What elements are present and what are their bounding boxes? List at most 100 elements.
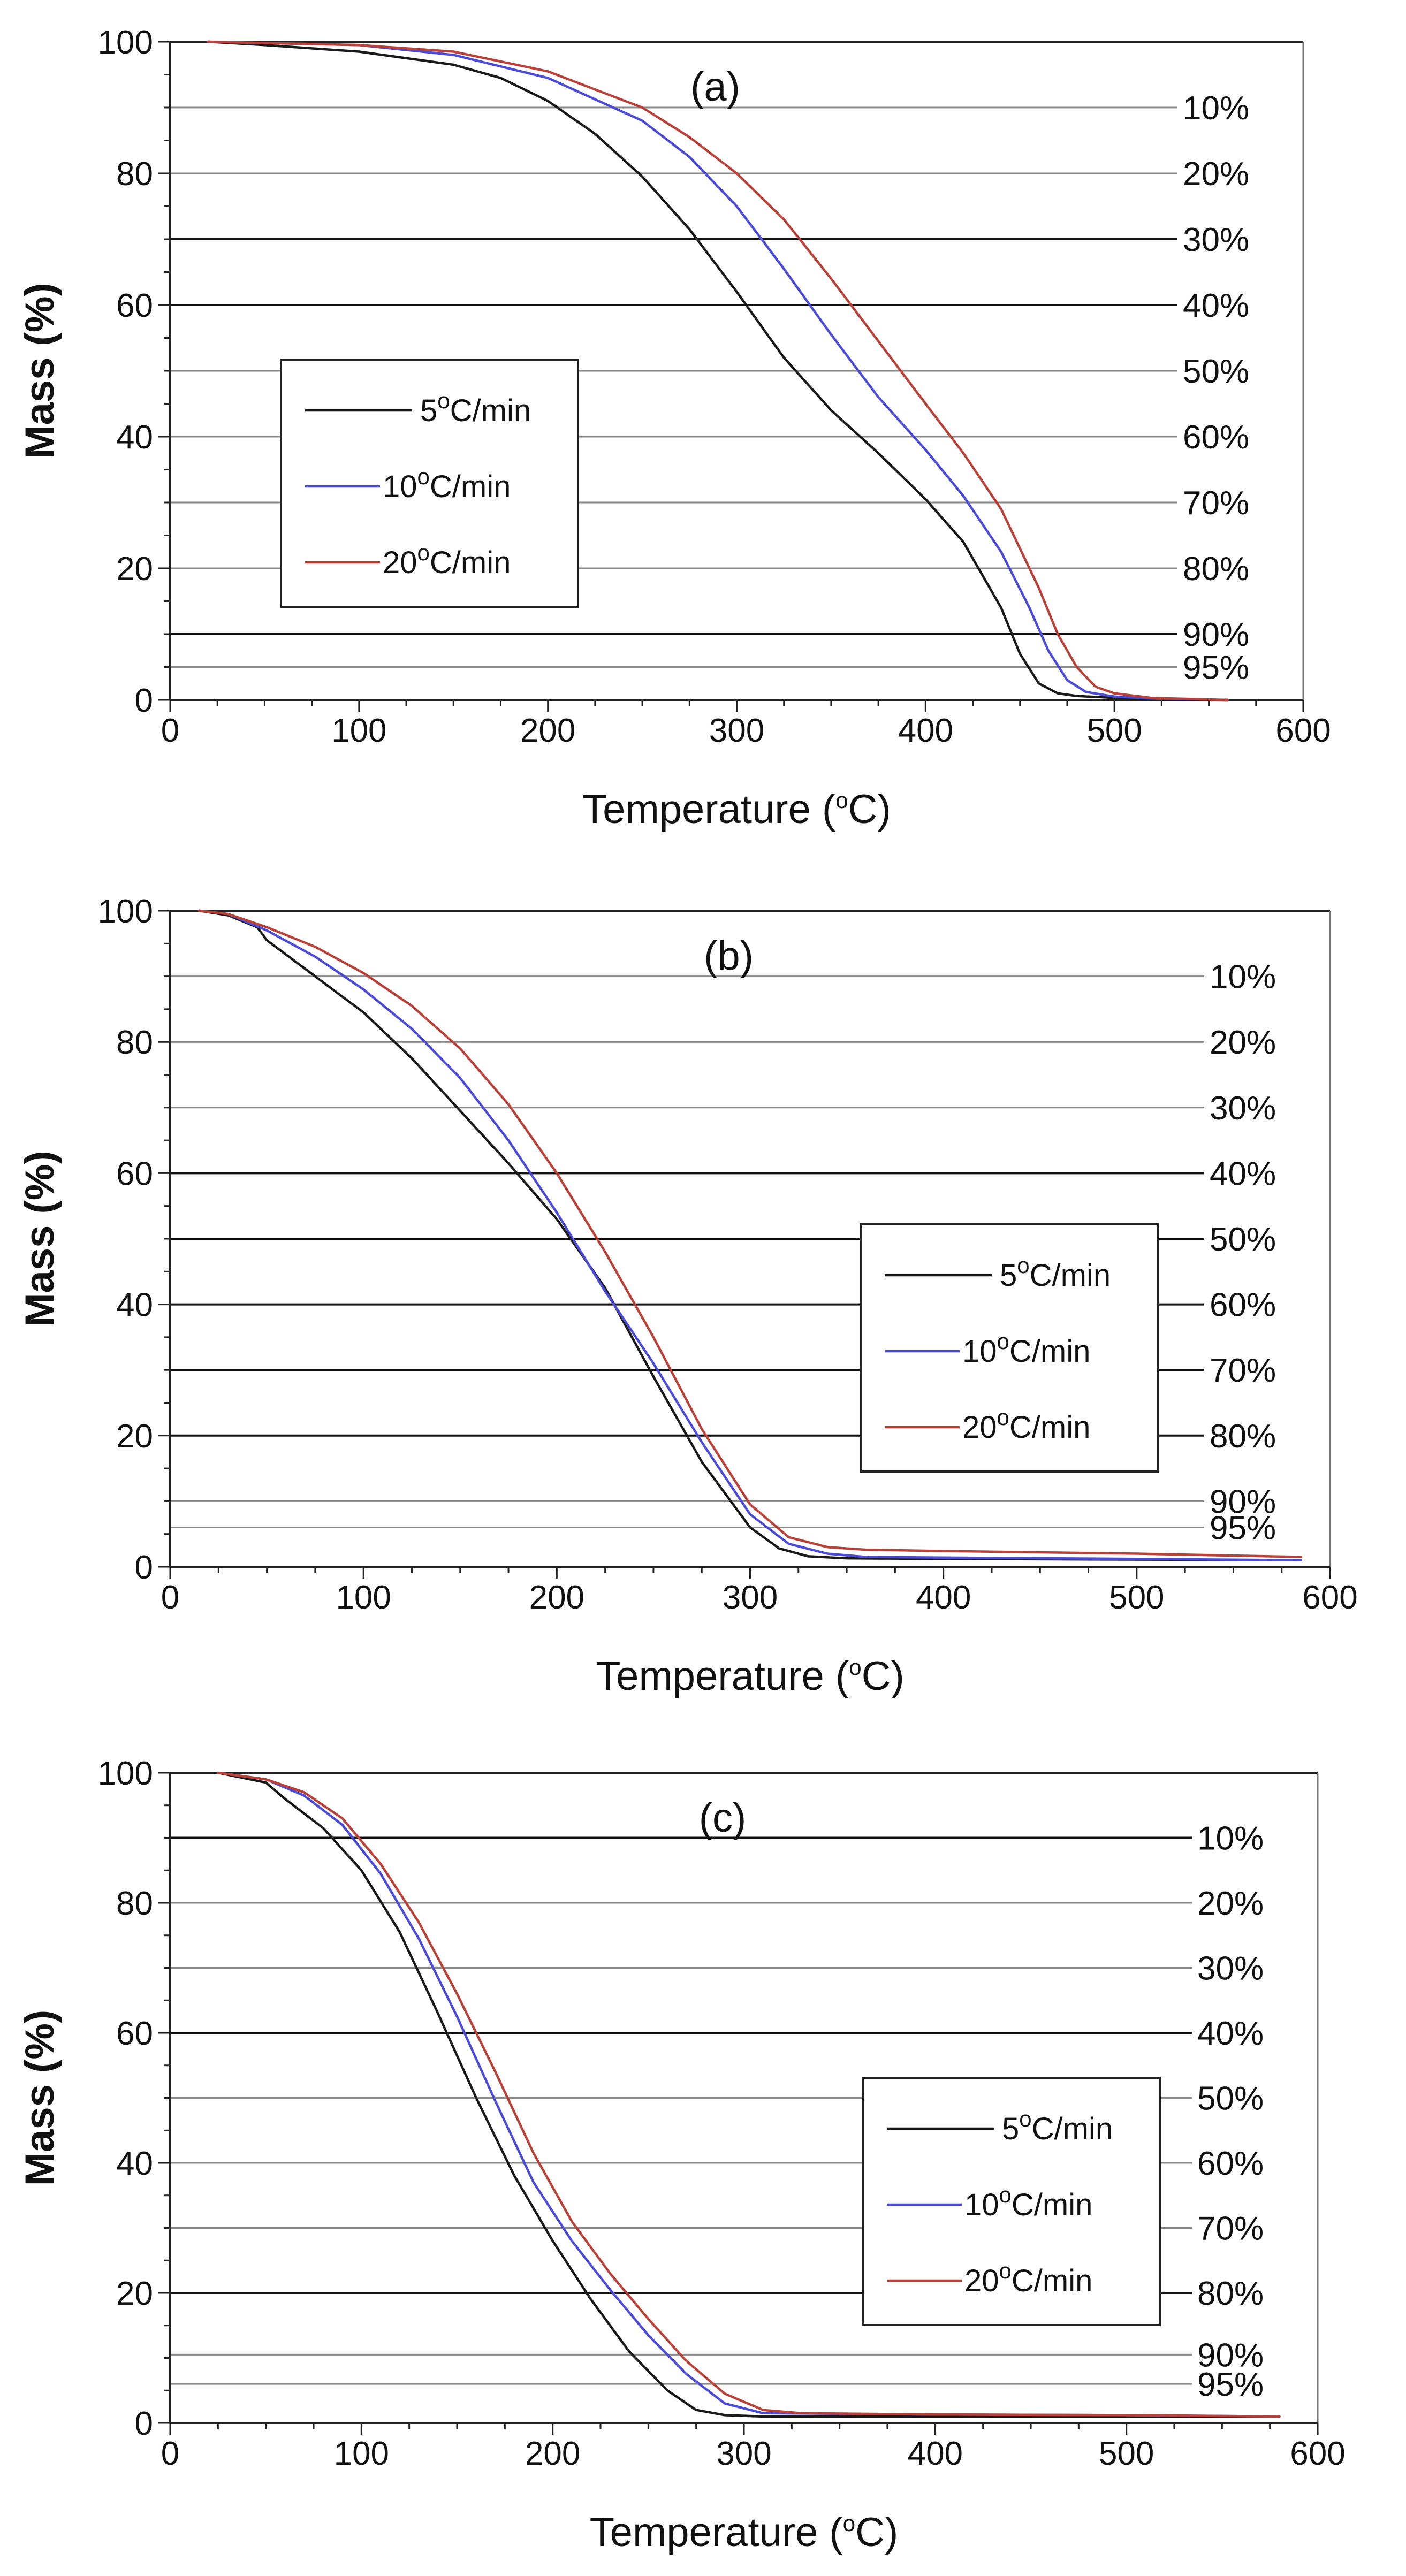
legend-label-rate: 5: [1002, 2112, 1019, 2146]
series-line-5c-min: [207, 40, 1229, 702]
panel-title: (c): [699, 1795, 747, 1841]
reference-line-label: 30%: [1183, 222, 1249, 258]
legend-label: 5oC/min: [1002, 2106, 1113, 2146]
x-tick-label: 500: [1099, 2435, 1154, 2472]
reference-line-label: 50%: [1183, 353, 1249, 390]
x-tick-label: 500: [1086, 712, 1142, 749]
y-tick-label: 40: [116, 419, 153, 456]
reference-line-label: 80%: [1210, 1418, 1276, 1455]
y-tick-label: 20: [116, 1418, 153, 1455]
legend-label-degree: o: [999, 2258, 1012, 2283]
reference-line-label: 10%: [1197, 1820, 1264, 1857]
reference-line-label: 10%: [1183, 90, 1249, 127]
reference-line-label: 20%: [1197, 1885, 1264, 1922]
x-axis-title-main: Temperature (: [596, 1653, 849, 1699]
legend-label-degree: o: [1019, 2106, 1031, 2131]
legend-label: 20oC/min: [964, 2258, 1092, 2298]
x-tick-label: 600: [1290, 2435, 1345, 2472]
series-line-10c-min: [207, 40, 1229, 702]
reference-line-label: 50%: [1197, 2080, 1264, 2117]
legend-label: 10oC/min: [964, 2182, 1092, 2222]
legend-label-rate: 5: [420, 393, 437, 428]
legend-label-unit: C/min: [1009, 1334, 1090, 1369]
reference-line-label: 70%: [1183, 485, 1249, 522]
y-tick-label: 80: [116, 1885, 153, 1922]
reference-line-label: 40%: [1197, 2015, 1264, 2052]
legend-label-unit: C/min: [1030, 1258, 1111, 1293]
panel-title: (b): [704, 933, 754, 979]
y-axis-title: Mass (%): [17, 1150, 63, 1327]
y-tick-label: 20: [116, 551, 153, 588]
y-tick-label: 40: [116, 1287, 153, 1324]
x-tick-label: 600: [1275, 712, 1331, 749]
reference-line-label: 60%: [1197, 2145, 1264, 2182]
legend-label-degree: o: [997, 1405, 1009, 1430]
legend-label-rate: 5: [1000, 1258, 1017, 1293]
reference-line-label: 95%: [1183, 650, 1249, 687]
x-axis-title-degree: o: [843, 2511, 855, 2536]
reference-line-label: 30%: [1210, 1090, 1276, 1127]
y-tick-label: 0: [135, 1549, 153, 1586]
legend-label-unit: C/min: [1012, 2263, 1092, 2298]
y-tick-label: 20: [116, 2275, 153, 2312]
legend-label-unit: C/min: [1032, 2112, 1113, 2146]
reference-line-label: 95%: [1197, 2366, 1264, 2403]
reference-line-label: 95%: [1210, 1510, 1276, 1546]
legend-label: 20oC/min: [383, 540, 511, 580]
legend-label-rate: 20: [962, 1410, 997, 1445]
legend-label-unit: C/min: [430, 545, 511, 580]
reference-line-label: 60%: [1183, 419, 1249, 456]
x-tick-label: 600: [1302, 1579, 1357, 1616]
legend-label-degree: o: [437, 388, 450, 413]
series-line-20c-min: [217, 1771, 1281, 2418]
reference-line-label: 70%: [1210, 1352, 1276, 1389]
x-axis-title-degree: o: [835, 788, 848, 813]
x-axis-title-main: Temperature (: [582, 787, 835, 832]
reference-line-label: 10%: [1210, 959, 1276, 996]
x-tick-label: 300: [709, 712, 764, 749]
legend-label: 20oC/min: [962, 1405, 1090, 1445]
y-tick-label: 80: [116, 156, 153, 193]
reference-line-label: 70%: [1197, 2211, 1264, 2247]
legend-label-rate: 20: [964, 2263, 999, 2298]
legend-label-rate: 10: [383, 469, 417, 504]
x-tick-label: 300: [716, 2435, 771, 2472]
y-tick-label: 60: [116, 2015, 153, 2052]
x-tick-label: 200: [529, 1579, 584, 1616]
chart-panel-0: 10% 20% 30% 40% 50% 60% 70% 80% 90%95% 0 20 40 60 80 1…: [17, 24, 1331, 832]
legend-label: 5oC/min: [1000, 1253, 1111, 1293]
reference-line-label: 40%: [1183, 287, 1249, 324]
reference-line-label: 20%: [1183, 156, 1249, 193]
legend-label-rate: 10: [962, 1334, 997, 1369]
legend-label-rate: 10: [964, 2188, 999, 2222]
y-tick-label: 0: [135, 2405, 153, 2442]
y-tick-label: 0: [135, 682, 153, 719]
reference-line-label: 80%: [1197, 2275, 1264, 2312]
x-axis-title-unit: C): [855, 2510, 898, 2555]
reference-line-label: 30%: [1197, 1950, 1264, 1987]
panel-title: (a): [690, 64, 740, 110]
x-tick-label: 100: [331, 712, 386, 749]
reference-line-label: 90%: [1210, 1483, 1276, 1520]
y-axis-title: Mass (%): [17, 2010, 63, 2186]
x-tick-label: 100: [334, 2435, 389, 2472]
reference-line-label: 80%: [1183, 551, 1249, 588]
legend-label-unit: C/min: [450, 393, 531, 428]
legend-label: 10oC/min: [383, 464, 511, 504]
x-axis-title: Temperature (oC): [582, 787, 891, 832]
x-axis-title: Temperature (oC): [590, 2510, 899, 2555]
reference-line-label: 90%: [1183, 616, 1249, 653]
x-tick-label: 200: [520, 712, 575, 749]
x-tick-label: 400: [898, 712, 953, 749]
x-axis-title-main: Temperature (: [590, 2510, 843, 2555]
legend-label-unit: C/min: [1009, 1410, 1090, 1445]
x-tick-label: 0: [161, 1579, 179, 1616]
legend-label-unit: C/min: [430, 469, 511, 504]
legend-label-degree: o: [1017, 1253, 1029, 1278]
series-line-5c-min: [217, 1771, 1281, 2418]
x-axis-title-unit: C): [848, 787, 891, 832]
